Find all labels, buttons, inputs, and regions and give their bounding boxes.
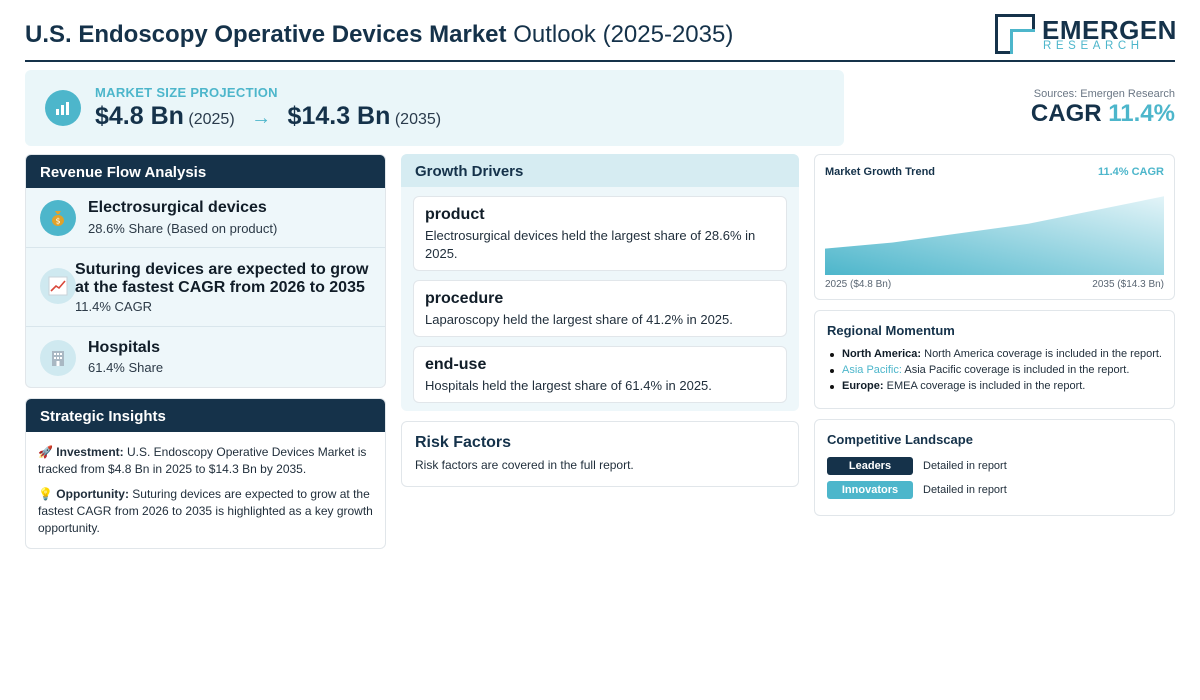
driver-title: product <box>425 206 485 223</box>
logo-mark-icon <box>995 14 1035 54</box>
region-name: Europe: <box>842 380 884 392</box>
emergen-logo: EMERGEN RESEARCH <box>995 14 1176 56</box>
driver-item: end-use Hospitals held the largest share… <box>413 346 787 403</box>
start-year: (2025) <box>188 111 235 128</box>
risk-factors-card: Risk Factors Risk factors are covered in… <box>401 421 799 487</box>
revenue-item-title: Electrosurgical devices <box>88 199 267 216</box>
competitive-row: Innovators Detailed in report <box>827 481 1162 499</box>
revenue-item-title: Suturing devices are expected to grow at… <box>75 261 369 296</box>
revenue-flow-card: Revenue Flow Analysis $ Electrosurgical … <box>25 154 386 388</box>
competitive-row-text: Detailed in report <box>923 460 1007 472</box>
strategic-insights-body: 🚀 Investment: U.S. Endoscopy Operative D… <box>26 432 385 537</box>
rocket-icon: 🚀 <box>38 445 53 459</box>
trend-cagr: 11.4% CAGR <box>1097 166 1164 178</box>
revenue-item-title: Hospitals <box>88 339 161 356</box>
projection-label: MARKET SIZE PROJECTION <box>95 85 278 100</box>
leaders-badge: Leaders <box>827 457 913 475</box>
driver-item: procedure Laparoscopy held the largest s… <box>413 280 787 337</box>
lightbulb-icon: 💡 <box>38 487 53 501</box>
driver-text: Laparoscopy held the largest share of 41… <box>425 312 733 327</box>
region-text: North America coverage is included in th… <box>924 348 1162 360</box>
driver-text: Hospitals held the largest share of 61.4… <box>425 378 712 393</box>
competitive-landscape-card: Competitive Landscape Leaders Detailed i… <box>814 419 1175 516</box>
growth-drivers-card: Growth Drivers product Electrosurgical d… <box>401 154 799 411</box>
regional-momentum-title: Regional Momentum <box>827 323 955 338</box>
region-text: Asia Pacific coverage is included in the… <box>904 364 1130 376</box>
regional-list: North America: North America coverage is… <box>827 348 1162 392</box>
innovators-badge: Innovators <box>827 481 913 499</box>
revenue-item-subtitle: 28.6% Share (Based on product) <box>88 221 278 236</box>
market-growth-trend-card: Market Growth Trend 11.4% CAGR 2025 ($4.… <box>814 154 1175 300</box>
driver-title: end-use <box>425 356 487 373</box>
risk-factors-text: Risk factors are covered in the full rep… <box>415 458 634 472</box>
page-title-bold: U.S. Endoscopy Operative Devices Market <box>25 21 507 48</box>
cagr-summary: CAGR 11.4% <box>1031 100 1175 128</box>
investment-label: Investment: <box>56 445 124 459</box>
list-item: Asia Pacific: Asia Pacific coverage is i… <box>827 364 1162 376</box>
competitive-landscape-title: Competitive Landscape <box>827 432 973 447</box>
page-title-rest: Outlook (2025-2035) <box>513 21 734 48</box>
arrow-right-icon: → <box>251 107 272 129</box>
bar-chart-icon <box>45 90 81 126</box>
building-icon <box>40 340 76 376</box>
opportunity-insight: 💡 Opportunity: Suturing devices are expe… <box>38 486 373 537</box>
driver-item: product Electrosurgical devices held the… <box>413 196 787 271</box>
page-title: U.S. Endoscopy Operative Devices Market … <box>25 21 733 49</box>
investment-insight: 🚀 Investment: U.S. Endoscopy Operative D… <box>38 444 373 478</box>
cagr-value: 11.4% <box>1108 100 1175 127</box>
list-item: Europe: EMEA coverage is included in the… <box>827 380 1162 392</box>
region-text: EMEA coverage is included in the report. <box>886 380 1086 392</box>
trend-area <box>825 196 1164 275</box>
growth-trend-chart <box>825 196 1164 275</box>
money-bag-icon: $ <box>40 200 76 236</box>
investment-text: U.S. Endoscopy Operative Devices Market … <box>38 445 367 476</box>
market-size-projection: MARKET SIZE PROJECTION $4.8 Bn (2025) → … <box>25 70 844 146</box>
revenue-item: Hospitals 61.4% Share <box>26 327 385 387</box>
opportunity-label: Opportunity: <box>56 487 129 501</box>
list-item: North America: North America coverage is… <box>827 348 1162 360</box>
revenue-item-subtitle: 11.4% CAGR <box>75 299 153 314</box>
cagr-label: CAGR <box>1030 100 1102 127</box>
revenue-item: $ Electrosurgical devices 28.6% Share (B… <box>26 188 385 248</box>
start-value: $4.8 Bn <box>95 102 184 130</box>
svg-text:$: $ <box>55 217 60 226</box>
logo-main-text: EMERGEN <box>1042 15 1177 45</box>
revenue-item: Suturing devices are expected to grow at… <box>26 248 385 327</box>
opportunity-text: Suturing devices are expected to grow at… <box>38 487 373 535</box>
trend-title: Market Growth Trend <box>825 166 936 178</box>
strategic-insights-card: Strategic Insights 🚀 Investment: U.S. En… <box>25 398 386 549</box>
risk-factors-title: Risk Factors <box>415 434 512 451</box>
driver-text: Electrosurgical devices held the largest… <box>425 228 756 261</box>
logo-sub-text: RESEARCH <box>1043 40 1144 52</box>
revenue-item-subtitle: 61.4% Share <box>88 360 164 375</box>
competitive-row: Leaders Detailed in report <box>827 457 1162 475</box>
trend-start-label: 2025 ($4.8 Bn) <box>825 279 892 290</box>
region-name: North America: <box>842 348 922 360</box>
strategic-insights-title: Strategic Insights <box>26 399 385 432</box>
regional-momentum-card: Regional Momentum North America: North A… <box>814 310 1175 409</box>
driver-title: procedure <box>425 290 504 307</box>
region-name: Asia Pacific: <box>842 364 902 376</box>
trend-end-label: 2035 ($14.3 Bn) <box>1092 279 1164 290</box>
sources-note: Sources: Emergen Research <box>1033 88 1175 100</box>
page-header: U.S. Endoscopy Operative Devices Market … <box>25 14 1176 62</box>
growth-drivers-title: Growth Drivers <box>401 154 799 187</box>
competitive-row-text: Detailed in report <box>923 484 1007 496</box>
revenue-flow-title: Revenue Flow Analysis <box>26 155 385 188</box>
end-value: $14.3 Bn <box>287 102 391 130</box>
end-year: (2035) <box>394 111 442 128</box>
trend-up-icon <box>40 268 76 304</box>
projection-values: $4.8 Bn (2025) → $14.3 Bn (2035) <box>95 102 441 131</box>
